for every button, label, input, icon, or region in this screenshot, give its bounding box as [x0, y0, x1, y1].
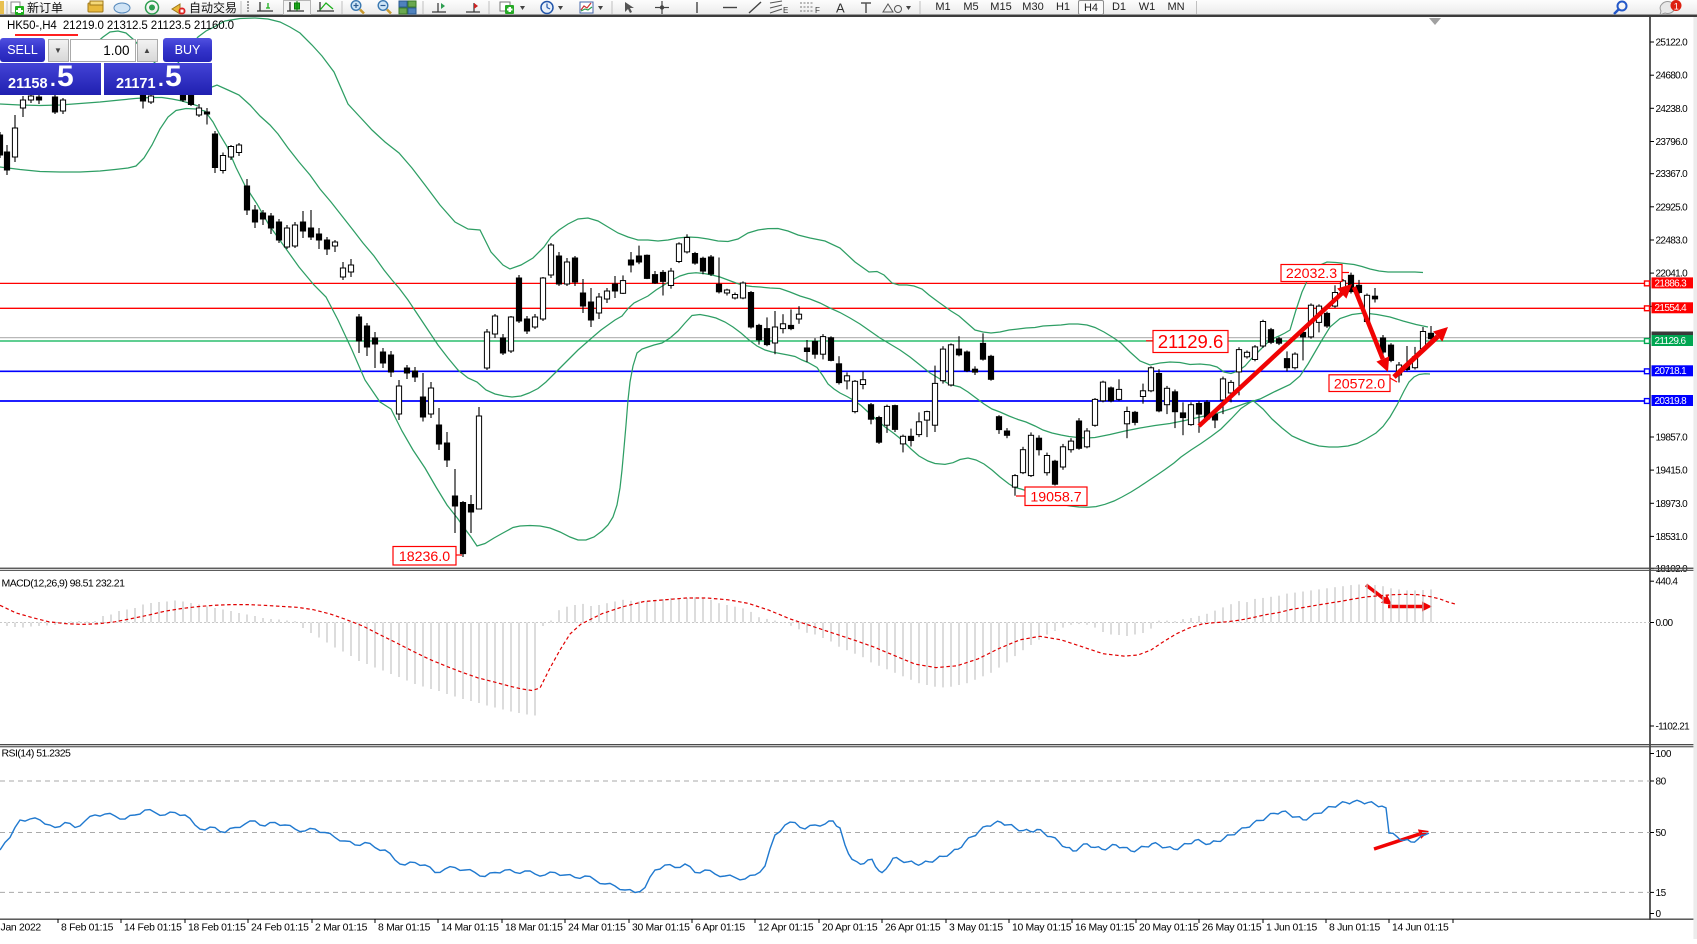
svg-text:80: 80 — [1656, 777, 1667, 788]
svg-text:21129.6: 21129.6 — [1655, 336, 1687, 347]
svg-text:19415.0: 19415.0 — [1656, 466, 1689, 477]
svg-text:20319.8: 20319.8 — [1655, 396, 1688, 407]
svg-text:12 Apr 01:15: 12 Apr 01:15 — [758, 923, 814, 934]
svg-text:18 Mar 01:15: 18 Mar 01:15 — [505, 923, 563, 934]
svg-text:30 Mar 01:15: 30 Mar 01:15 — [632, 923, 690, 934]
svg-text:8 Feb 01:15: 8 Feb 01:15 — [61, 923, 114, 934]
svg-text:25122.0: 25122.0 — [1656, 38, 1689, 49]
svg-text:F: F — [815, 6, 820, 15]
svg-text:1: 1 — [1674, 2, 1679, 12]
svg-text:21129.6: 21129.6 — [1158, 331, 1224, 352]
svg-text:2 Mar 01:15: 2 Mar 01:15 — [315, 923, 368, 934]
svg-text:22483.0: 22483.0 — [1656, 236, 1689, 247]
svg-text:100: 100 — [1656, 749, 1672, 760]
svg-text:31 Jan 2022: 31 Jan 2022 — [0, 923, 41, 934]
svg-text:22925.0: 22925.0 — [1656, 202, 1689, 213]
svg-text:26 May 01:15: 26 May 01:15 — [1202, 923, 1262, 934]
svg-text:3 May 01:15: 3 May 01:15 — [949, 923, 1003, 934]
svg-text:440.4: 440.4 — [1656, 577, 1679, 588]
svg-text:23796.0: 23796.0 — [1656, 137, 1689, 148]
svg-text:20 May 01:15: 20 May 01:15 — [1139, 923, 1199, 934]
svg-text:22041.0: 22041.0 — [1656, 269, 1689, 280]
svg-text:MACD(12,26,9) 98.51 232.21: MACD(12,26,9) 98.51 232.21 — [2, 578, 126, 590]
svg-text:20718.1: 20718.1 — [1655, 366, 1688, 377]
svg-text:18973.0: 18973.0 — [1656, 499, 1689, 510]
svg-text:24238.0: 24238.0 — [1656, 104, 1689, 115]
svg-text:20 Apr 01:15: 20 Apr 01:15 — [822, 923, 878, 934]
svg-text:自动交易: 自动交易 — [189, 0, 237, 15]
svg-text:26 Apr 01:15: 26 Apr 01:15 — [885, 923, 941, 934]
svg-text:A: A — [836, 1, 845, 16]
svg-text:新订单: 新订单 — [27, 0, 63, 15]
svg-text:8 Mar 01:15: 8 Mar 01:15 — [378, 923, 431, 934]
svg-text:10 May 01:15: 10 May 01:15 — [1012, 923, 1072, 934]
svg-text:16 May 01:15: 16 May 01:15 — [1075, 923, 1135, 934]
svg-text:18236.0: 18236.0 — [399, 549, 450, 565]
svg-text:18 Feb 01:15: 18 Feb 01:15 — [188, 923, 246, 934]
svg-text:1 Jun 01:15: 1 Jun 01:15 — [1266, 923, 1318, 934]
svg-text:15: 15 — [1656, 888, 1667, 899]
svg-text:22032.3: 22032.3 — [1286, 266, 1337, 282]
svg-text:50: 50 — [1656, 828, 1667, 839]
svg-text:14 Feb 01:15: 14 Feb 01:15 — [124, 923, 182, 934]
svg-text:20572.0: 20572.0 — [1334, 376, 1385, 392]
svg-text:19058.7: 19058.7 — [1030, 489, 1081, 505]
svg-text:E: E — [783, 6, 788, 15]
svg-text:RSI(14) 51.2325: RSI(14) 51.2325 — [2, 748, 72, 760]
svg-text:19857.0: 19857.0 — [1656, 433, 1689, 444]
svg-text:24680.0: 24680.0 — [1656, 71, 1689, 82]
svg-text:24 Feb 01:15: 24 Feb 01:15 — [251, 923, 309, 934]
svg-text:24 Mar 01:15: 24 Mar 01:15 — [568, 923, 626, 934]
svg-text:0.00: 0.00 — [1656, 618, 1674, 629]
svg-text:-1102.21: -1102.21 — [1656, 722, 1691, 733]
svg-text:18102.0: 18102.0 — [1656, 564, 1689, 575]
svg-text:0: 0 — [1656, 909, 1662, 920]
svg-text:18531.0: 18531.0 — [1656, 532, 1689, 543]
svg-text:23367.0: 23367.0 — [1656, 169, 1689, 180]
svg-text:14 Jun 01:15: 14 Jun 01:15 — [1392, 923, 1449, 934]
svg-text:6 Apr 01:15: 6 Apr 01:15 — [695, 923, 745, 934]
svg-text:21886.3: 21886.3 — [1655, 278, 1688, 289]
svg-text:8 Jun 01:15: 8 Jun 01:15 — [1329, 923, 1381, 934]
svg-text:14 Mar 01:15: 14 Mar 01:15 — [441, 923, 499, 934]
svg-text:21554.4: 21554.4 — [1655, 303, 1688, 314]
